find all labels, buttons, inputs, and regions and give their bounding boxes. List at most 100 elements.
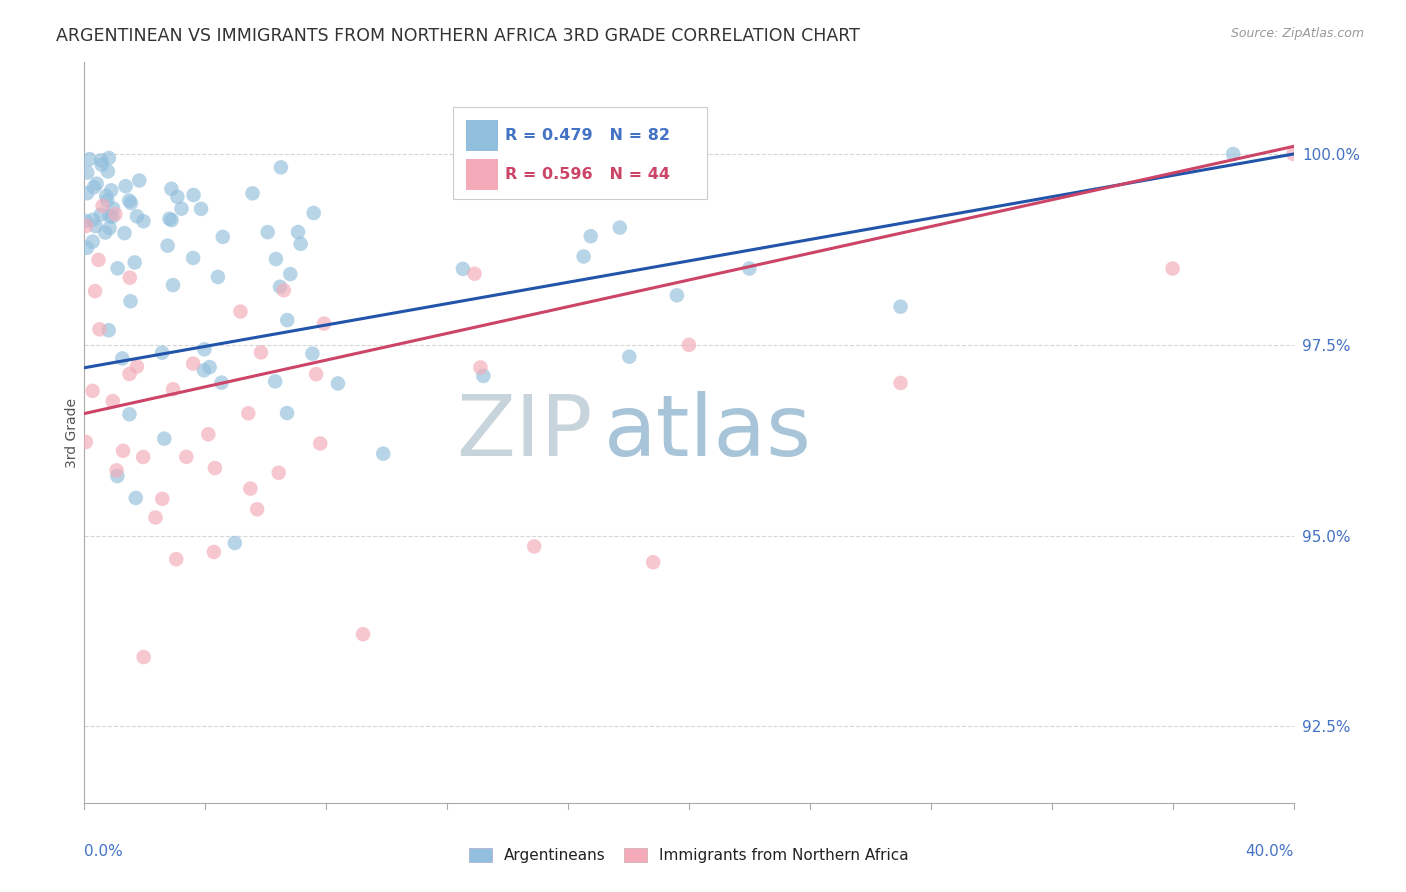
Point — [665, 288, 688, 302]
Point — [101, 210, 124, 224]
Point — [118, 194, 141, 208]
Point — [890, 376, 912, 390]
Point — [105, 469, 128, 483]
Point — [89, 322, 111, 336]
Point — [145, 510, 167, 524]
Point — [166, 190, 188, 204]
Point — [160, 182, 183, 196]
Text: ARGENTINEAN VS IMMIGRANTS FROM NORTHERN AFRICA 3RD GRADE CORRELATION CHART: ARGENTINEAN VS IMMIGRANTS FROM NORTHERN … — [56, 27, 860, 45]
Point — [125, 209, 148, 223]
Point — [373, 447, 395, 461]
Point — [326, 376, 349, 391]
Point — [98, 221, 121, 235]
Point — [153, 432, 176, 446]
Point — [82, 212, 104, 227]
FancyBboxPatch shape — [467, 159, 498, 190]
Point — [224, 536, 246, 550]
Point — [197, 427, 219, 442]
Point — [132, 650, 155, 665]
Point — [112, 443, 135, 458]
Point — [309, 436, 332, 450]
Point — [160, 213, 183, 227]
FancyBboxPatch shape — [453, 107, 707, 200]
Point — [96, 189, 118, 203]
Point — [75, 219, 97, 233]
Point — [156, 238, 179, 252]
Point — [132, 450, 155, 464]
Point — [193, 363, 215, 377]
Point — [118, 367, 141, 381]
Point — [79, 152, 101, 166]
Point — [150, 345, 173, 359]
Point — [451, 261, 474, 276]
Point — [305, 367, 328, 381]
Y-axis label: 3rd Grade: 3rd Grade — [65, 398, 79, 467]
Point — [101, 394, 124, 409]
Point — [120, 294, 142, 309]
Point — [176, 450, 198, 464]
Point — [114, 226, 136, 240]
Point — [105, 463, 128, 477]
Point — [124, 255, 146, 269]
Point — [162, 382, 184, 396]
Point — [198, 360, 221, 375]
Point — [678, 338, 700, 352]
Point — [118, 407, 141, 421]
Point — [97, 151, 120, 165]
Point — [76, 165, 98, 179]
Point — [103, 202, 125, 216]
Point — [107, 261, 129, 276]
Point — [125, 359, 148, 374]
Point — [264, 252, 287, 266]
Point — [276, 313, 298, 327]
Point — [312, 317, 335, 331]
Point — [1161, 261, 1184, 276]
Point — [287, 225, 309, 239]
Point — [76, 241, 98, 255]
Text: 40.0%: 40.0% — [1246, 844, 1294, 858]
FancyBboxPatch shape — [467, 120, 498, 152]
Point — [211, 230, 233, 244]
Point — [165, 552, 187, 566]
Point — [104, 207, 127, 221]
Point — [264, 375, 287, 389]
Point — [579, 229, 602, 244]
Point — [98, 209, 121, 223]
Point — [132, 214, 155, 228]
Point — [207, 269, 229, 284]
Point — [1222, 147, 1244, 161]
Point — [229, 304, 252, 318]
Point — [619, 350, 641, 364]
Point — [523, 540, 546, 554]
Point — [643, 555, 665, 569]
Point — [75, 434, 97, 449]
Point — [76, 186, 98, 201]
Point — [193, 343, 215, 357]
Point — [87, 252, 110, 267]
Point — [75, 214, 97, 228]
Point — [290, 236, 312, 251]
Point — [97, 164, 120, 178]
Point — [111, 351, 134, 366]
Point — [572, 250, 595, 264]
Point — [120, 196, 142, 211]
Point — [609, 220, 631, 235]
Point — [270, 161, 292, 175]
Point — [84, 284, 107, 298]
Point — [82, 235, 104, 249]
Point — [470, 360, 492, 375]
Point — [183, 188, 205, 202]
Point — [246, 502, 269, 516]
Point — [256, 225, 278, 239]
Point — [267, 466, 290, 480]
Point — [96, 194, 118, 208]
Text: R = 0.596   N = 44: R = 0.596 N = 44 — [505, 167, 671, 182]
Point — [302, 206, 325, 220]
Point — [204, 461, 226, 475]
Point — [114, 179, 136, 194]
Legend: Argentineans, Immigrants from Northern Africa: Argentineans, Immigrants from Northern A… — [463, 842, 915, 869]
Point — [463, 267, 485, 281]
Point — [239, 482, 262, 496]
Point — [238, 406, 260, 420]
Point — [84, 219, 107, 233]
